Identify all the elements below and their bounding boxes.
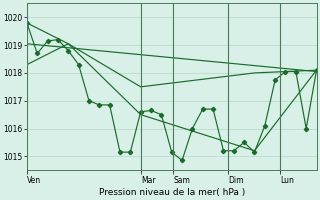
X-axis label: Pression niveau de la mer( hPa ): Pression niveau de la mer( hPa ): [99, 188, 245, 197]
